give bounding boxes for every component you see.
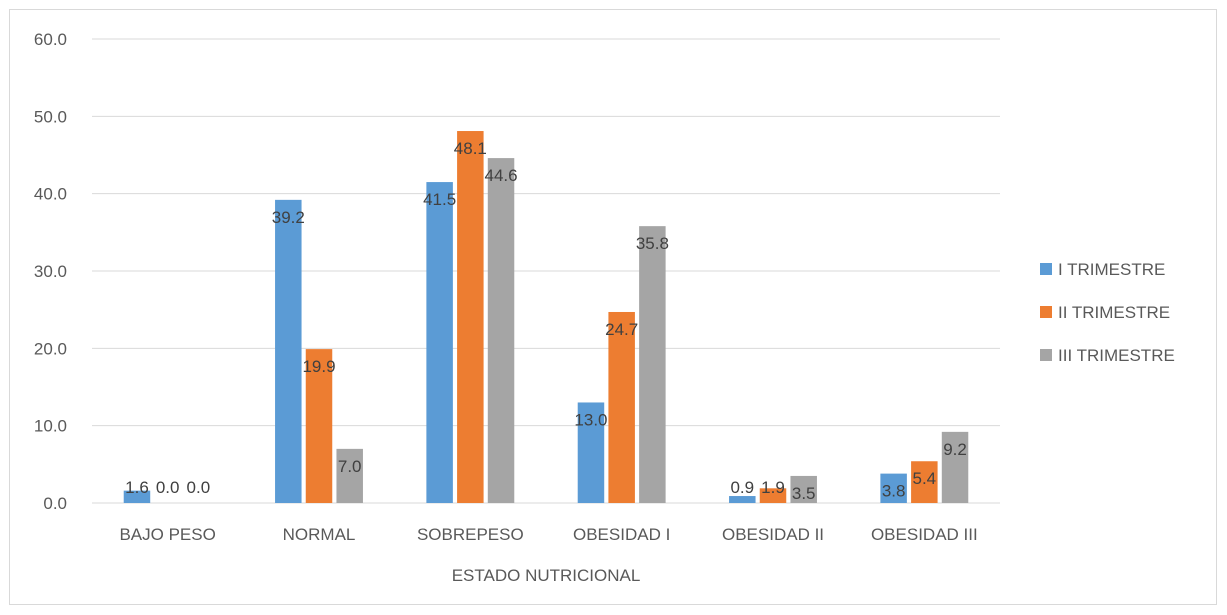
bar — [275, 199, 302, 503]
data-label: 5.4 — [913, 469, 937, 488]
data-label: 39.2 — [272, 208, 305, 227]
bar — [639, 226, 666, 503]
bar — [608, 311, 635, 503]
y-tick-label: 20.0 — [34, 339, 67, 358]
x-tick-label: OBESIDAD III — [871, 525, 978, 544]
legend: I TRIMESTRE II TRIMESTRE III TRIMESTRE — [1040, 260, 1175, 365]
y-tick-label: 60.0 — [34, 30, 67, 49]
data-label: 9.2 — [943, 440, 967, 459]
data-label: 7.0 — [338, 457, 362, 476]
data-label: 1.9 — [761, 478, 785, 497]
bar — [941, 431, 969, 503]
bar — [880, 473, 907, 503]
bar — [759, 488, 787, 503]
data-label: 24.7 — [605, 320, 638, 339]
bar — [911, 461, 938, 503]
x-axis-title: ESTADO NUTRICIONAL — [452, 566, 641, 585]
data-label: 0.0 — [187, 478, 211, 497]
x-tick-label: BAJO PESO — [119, 525, 215, 544]
y-tick-label: 50.0 — [34, 107, 67, 126]
bar — [729, 496, 756, 503]
data-label: 3.8 — [882, 482, 906, 501]
x-axis: BAJO PESO NORMAL SOBREPESO OBESIDAD I OBESID… — [119, 525, 977, 544]
bar — [426, 182, 453, 504]
data-label: 1.6 — [125, 478, 149, 497]
x-tick-label: OBESIDAD I — [573, 525, 670, 544]
gridlines — [92, 38, 1000, 504]
bar — [457, 131, 484, 503]
legend-swatch — [1040, 306, 1052, 318]
legend-swatch — [1040, 263, 1052, 275]
chart-frame — [9, 9, 1217, 605]
bar — [577, 402, 605, 503]
bar — [790, 475, 817, 503]
x-tick-label: SOBREPESO — [417, 525, 524, 544]
bars — [123, 131, 969, 504]
x-tick-label: NORMAL — [283, 525, 356, 544]
x-tick-label: OBESIDAD II — [722, 525, 824, 544]
bar — [487, 158, 515, 504]
data-label: 0.0 — [156, 478, 180, 497]
data-label: 19.9 — [302, 357, 335, 376]
data-labels: 1.6 0.0 0.0 39.2 19.9 7.0 41.5 48.1 44.6 13.0 24.7… — [125, 139, 967, 503]
bar — [305, 349, 333, 503]
legend-label: I TRIMESTRE — [1058, 260, 1165, 279]
data-label: 13.0 — [574, 410, 607, 429]
legend-label: II TRIMESTRE — [1058, 303, 1170, 322]
data-label: 44.6 — [484, 166, 517, 185]
bar — [336, 448, 363, 503]
data-label: 48.1 — [454, 139, 487, 158]
y-axis: 0.0 10.0 20.0 30.0 40.0 50.0 60.0 — [34, 30, 67, 513]
data-label: 35.8 — [636, 234, 669, 253]
y-tick-label: 10.0 — [34, 417, 67, 436]
data-label: 41.5 — [423, 190, 456, 209]
y-tick-label: 30.0 — [34, 262, 67, 281]
legend-label: III TRIMESTRE — [1058, 346, 1175, 365]
data-label: 0.9 — [730, 478, 754, 497]
legend-swatch — [1040, 349, 1052, 361]
bar — [123, 490, 151, 503]
data-label: 3.5 — [792, 484, 816, 503]
y-tick-label: 0.0 — [43, 494, 67, 513]
y-tick-label: 40.0 — [34, 185, 67, 204]
